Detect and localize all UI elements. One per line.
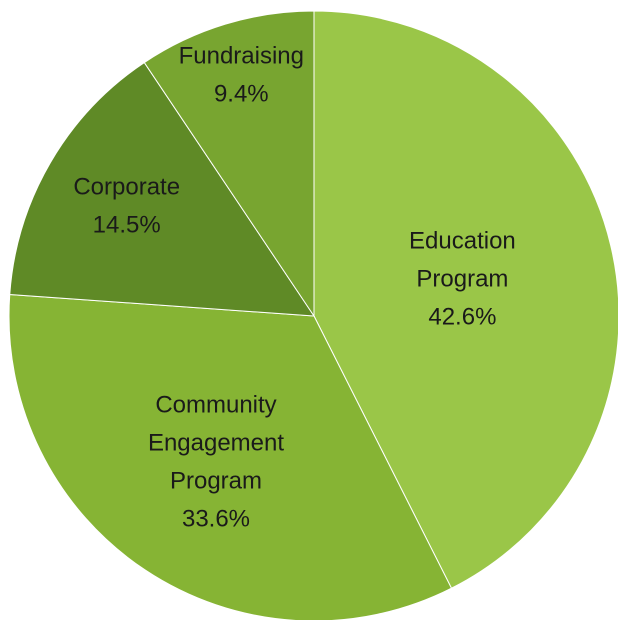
pie-category-label: Program — [416, 266, 508, 293]
pie-category-label: Fundraising — [179, 43, 304, 70]
pie-category-label: Community — [155, 392, 276, 419]
pie-label-corporate: Corporate 14.5% — [73, 174, 180, 239]
pie-value-label: 14.5% — [93, 212, 161, 239]
pie-label-education-program: Education Program 42.6% — [409, 228, 516, 331]
pie-slice-fundraising — [143, 10, 315, 318]
pie-slice-education-program — [313, 10, 618, 589]
pie-category-label: Education — [409, 228, 516, 255]
pie-slice-corporate — [9, 61, 315, 317]
pie-slices — [8, 10, 618, 620]
pie-value-label: 9.4% — [214, 81, 269, 108]
pie-label-community-engagement-program: Community Engagement Program 33.6% — [148, 392, 284, 533]
pie-category-label: Corporate — [73, 174, 180, 201]
pie-category-label: Engagement — [148, 430, 284, 457]
pie-label-fundraising: Fundraising 9.4% — [179, 43, 304, 108]
pie-slice-community-engagement-program — [8, 293, 453, 620]
pie-category-label: Program — [170, 468, 262, 495]
pie-value-label: 42.6% — [428, 304, 496, 331]
pie-labels: Education Program 42.6% Community Engagement… — [73, 43, 515, 533]
pie-value-label: 33.6% — [182, 506, 250, 533]
